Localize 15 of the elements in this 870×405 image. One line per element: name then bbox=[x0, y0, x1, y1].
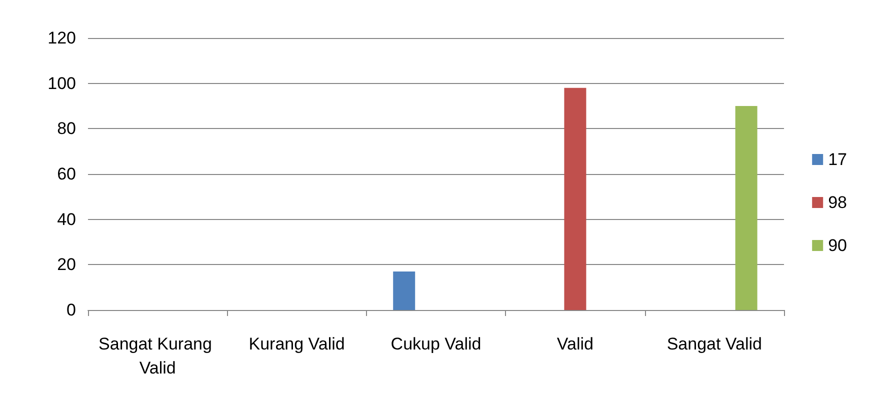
x-tick-label: Sangat Valid bbox=[666, 334, 762, 354]
legend-label: 98 bbox=[828, 193, 848, 212]
x-tick-label: Valid bbox=[556, 334, 594, 354]
y-tick-label: 40 bbox=[57, 210, 76, 229]
y-tick-label: 80 bbox=[57, 119, 76, 138]
y-tick-label: 120 bbox=[48, 28, 76, 48]
y-tick-label: 20 bbox=[57, 255, 76, 274]
y-tick-label: 60 bbox=[57, 164, 76, 184]
legend-label: 90 bbox=[828, 236, 848, 255]
y-tick-label: 100 bbox=[48, 74, 76, 93]
x-tick-label: Kurang Valid bbox=[248, 334, 345, 354]
legend-label: 17 bbox=[828, 150, 848, 169]
y-tick-label: 0 bbox=[66, 300, 76, 320]
x-tick-label: Sangat Kurang Valid bbox=[98, 334, 217, 378]
x-tick-label: Cukup Valid bbox=[390, 334, 482, 354]
